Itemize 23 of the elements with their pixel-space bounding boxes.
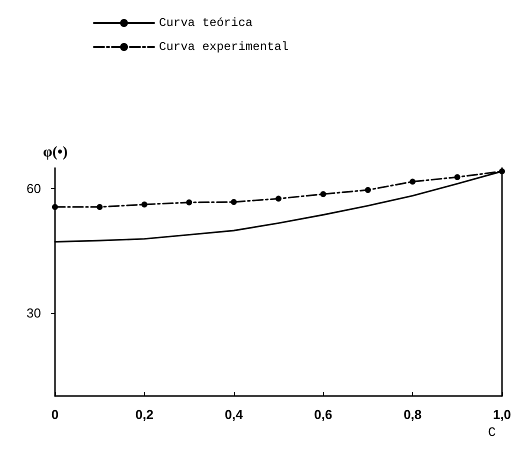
point [499,168,505,174]
point [276,196,282,202]
y-axis-title: φ(•) [43,144,68,160]
point [186,199,192,206]
x-tick-label: 0,4 [224,407,244,422]
point [410,178,416,185]
legend-label: Curva teórica [159,16,253,30]
point [364,186,371,193]
point [230,198,237,205]
x-tick-label: 0,8 [404,407,422,422]
x-tick-label: 1,0 [492,407,512,422]
y-tick-label: 30 [26,306,41,321]
point [96,204,103,210]
x-tick-label: 0 [51,407,59,422]
y-tick-label: 60 [26,181,41,196]
point [320,191,326,198]
x-tick-label: 0,6 [314,407,332,422]
x-tick-label: 0,2 [135,407,154,422]
x-axis-title: C [488,425,496,440]
point [454,174,460,180]
point [52,204,58,210]
legend-label: Curva experimental [159,40,289,54]
point [141,201,148,208]
